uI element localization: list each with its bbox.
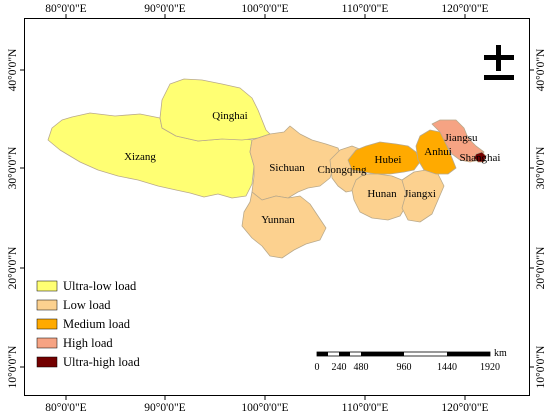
legend-swatch bbox=[36, 337, 58, 349]
legend-swatch bbox=[36, 299, 58, 311]
legend-label: High load bbox=[63, 336, 113, 350]
legend-label: Medium load bbox=[63, 317, 131, 331]
scale-bar-label: 480 bbox=[354, 362, 369, 373]
top-tick-label: 80°0'0"E bbox=[45, 3, 86, 15]
region-qinghai bbox=[159, 78, 271, 142]
scale-bar-label: 1920 bbox=[480, 362, 500, 373]
legend-swatch bbox=[36, 280, 58, 292]
legend-label: Ultra-high load bbox=[63, 355, 140, 369]
label-xizang: Xizang bbox=[124, 151, 156, 163]
right-tick-label: 30°0'0"N bbox=[535, 146, 547, 189]
top-tick-label: 120°0'0"E bbox=[441, 3, 488, 15]
label-jiangxi: Jiangxi bbox=[404, 188, 436, 200]
legend-swatch bbox=[36, 356, 58, 368]
left-tick-label: 30°0'0"N bbox=[7, 146, 19, 189]
province-regions bbox=[47, 78, 487, 259]
legend-label: Low load bbox=[63, 298, 111, 312]
scale-bar-unit: km bbox=[494, 348, 507, 359]
label-qinghai: Qinghai bbox=[212, 110, 247, 122]
bottom-tick-label: 100°0'0"E bbox=[241, 402, 288, 414]
legend-swatch bbox=[36, 318, 58, 330]
scale-bar-label: 1440 bbox=[437, 362, 457, 373]
top-tick-label: 90°0'0"E bbox=[144, 3, 185, 15]
right-tick-label: 20°0'0"N bbox=[535, 246, 547, 289]
region-yunnan bbox=[241, 191, 327, 259]
label-jiangsu: Jiangsu bbox=[445, 132, 479, 144]
scale-bar-label: 0 bbox=[315, 362, 320, 373]
bottom-tick-label: 120°0'0"E bbox=[441, 402, 488, 414]
left-axis-ticks: 40°0'0"N 30°0'0"N 20°0'0"N 10°0'0"N bbox=[7, 48, 25, 388]
label-hunan: Hunan bbox=[367, 188, 397, 200]
label-anhui: Anhui bbox=[424, 146, 452, 158]
top-tick-label: 100°0'0"E bbox=[241, 3, 288, 15]
region-hunan bbox=[351, 173, 407, 221]
right-tick-label: 10°0'0"N bbox=[535, 345, 547, 388]
region-shanghai bbox=[473, 151, 487, 163]
scale-bar-label: 240 bbox=[332, 362, 347, 373]
left-tick-label: 10°0'0"N bbox=[7, 345, 19, 388]
label-chongqing: Chongqing bbox=[318, 164, 367, 176]
top-tick-label: 110°0'0"E bbox=[342, 3, 389, 15]
right-tick-label: 40°0'0"N bbox=[535, 48, 547, 91]
region-anhui bbox=[415, 129, 457, 175]
label-sichuan: Sichuan bbox=[269, 162, 305, 174]
north-arrow-icon bbox=[484, 45, 514, 80]
left-tick-label: 20°0'0"N bbox=[7, 246, 19, 289]
scale-bar-label: 960 bbox=[397, 362, 412, 373]
legend: Ultra-low load Low load Medium load High… bbox=[36, 279, 140, 369]
right-axis-ticks: 40°0'0"N 30°0'0"N 20°0'0"N 10°0'0"N bbox=[529, 48, 547, 388]
bottom-tick-label: 110°0'0"E bbox=[342, 402, 389, 414]
label-shanghai: Shanghai bbox=[460, 152, 501, 164]
bottom-axis-ticks: 80°0'0"E 90°0'0"E 100°0'0"E 110°0'0"E 12… bbox=[45, 395, 489, 414]
scale-bar: km 0 240 480 960 1440 1920 bbox=[315, 348, 508, 373]
bottom-tick-label: 90°0'0"E bbox=[144, 402, 185, 414]
province-labels: Xizang Qinghai Sichuan Yunnan Chongqing … bbox=[124, 110, 500, 226]
left-tick-label: 40°0'0"N bbox=[7, 48, 19, 91]
region-sichuan bbox=[249, 125, 343, 201]
label-yunnan: Yunnan bbox=[261, 214, 295, 226]
legend-label: Ultra-low load bbox=[63, 279, 137, 293]
label-hubei: Hubei bbox=[375, 154, 402, 166]
top-axis-ticks: 80°0'0"E 90°0'0"E 100°0'0"E 110°0'0"E 12… bbox=[45, 3, 489, 19]
bottom-tick-label: 80°0'0"E bbox=[45, 402, 86, 414]
